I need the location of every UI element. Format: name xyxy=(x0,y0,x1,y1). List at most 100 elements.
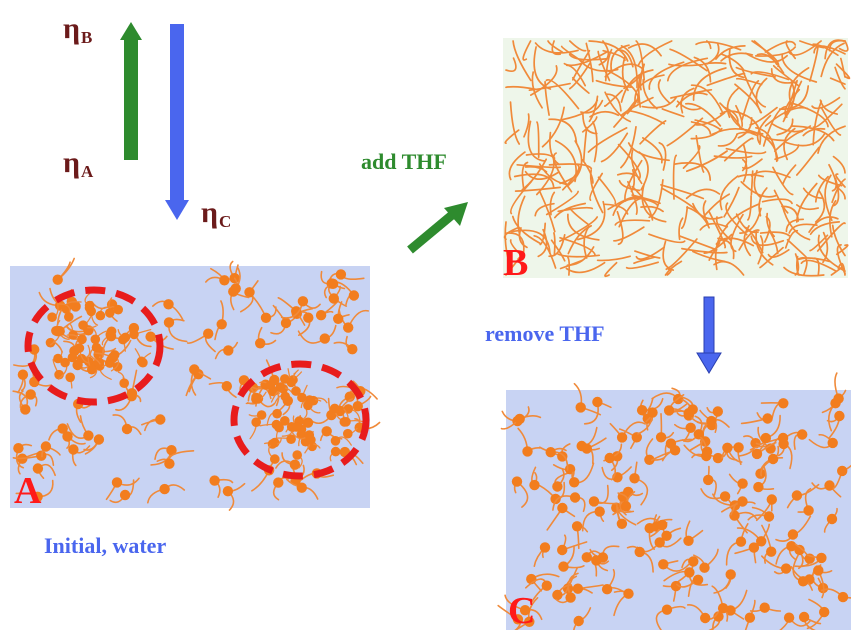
polymer-bead xyxy=(13,443,24,454)
network-strand xyxy=(812,100,823,146)
network-strand xyxy=(816,222,846,252)
polymer-bead xyxy=(280,391,291,402)
network-strand xyxy=(740,181,777,198)
panel-a-letter: A xyxy=(14,470,42,512)
network-strand xyxy=(534,42,579,54)
polymer-bead xyxy=(333,313,344,324)
network-strand xyxy=(730,213,744,253)
polymer-bead xyxy=(634,546,645,558)
polymer-bead xyxy=(737,496,748,507)
polymer-bead xyxy=(291,386,301,396)
network-strand xyxy=(772,166,794,196)
polymer-bead xyxy=(636,405,648,416)
polymer-bead xyxy=(305,396,316,406)
polymer-bead xyxy=(17,369,29,380)
network-strand xyxy=(759,246,784,269)
network-strand xyxy=(828,163,837,192)
network-strand xyxy=(795,146,820,176)
polymer-bead xyxy=(216,319,227,330)
network-strand xyxy=(800,259,838,273)
polymer-bead xyxy=(703,474,714,486)
network-strand xyxy=(512,40,532,82)
polymer-bead xyxy=(251,394,261,404)
polymer-bead xyxy=(163,299,174,310)
network-strand xyxy=(767,248,790,258)
polymer-bead xyxy=(255,338,266,349)
network-strand xyxy=(565,261,606,274)
polymer-bead xyxy=(735,536,747,547)
network-strand xyxy=(690,84,723,113)
network-strand xyxy=(627,43,662,57)
network-strand xyxy=(781,205,800,222)
network-strand xyxy=(664,260,683,276)
network-strand xyxy=(604,261,618,278)
polymer-bead xyxy=(581,552,592,563)
polymer-bead xyxy=(798,611,810,623)
polymer-bead xyxy=(166,445,177,456)
polymer-bead xyxy=(32,463,44,474)
polymer-bead xyxy=(657,519,668,531)
network-strand xyxy=(693,56,712,83)
polymer-bead xyxy=(545,447,556,458)
polymer-bead xyxy=(291,306,302,317)
network-strand xyxy=(742,158,763,170)
polymer-bead xyxy=(787,529,799,540)
polymer-bead xyxy=(684,567,695,578)
network-strand xyxy=(795,204,820,211)
network-strand xyxy=(521,161,529,189)
polymer-bead xyxy=(733,442,744,453)
network-strand xyxy=(706,42,720,65)
polymer-bead xyxy=(29,344,40,355)
network-strand xyxy=(549,131,560,166)
network-strand xyxy=(761,198,793,205)
polymer-bead xyxy=(126,388,138,399)
network-strand xyxy=(737,173,764,178)
network-strand xyxy=(638,151,649,191)
network-strand xyxy=(695,135,705,173)
polymer-bead xyxy=(588,496,600,507)
network-strand xyxy=(755,230,774,266)
polymer-bead xyxy=(343,428,353,439)
network-strand xyxy=(717,133,738,147)
polymer-bead xyxy=(569,477,580,488)
eta-b-label: ηB xyxy=(63,12,93,48)
network-strand xyxy=(603,89,623,108)
network-strand xyxy=(684,102,722,127)
polymer-bead xyxy=(824,480,835,491)
network-strand xyxy=(695,41,742,51)
network-strand xyxy=(641,137,663,164)
cluster-outline xyxy=(24,286,164,406)
network-strand xyxy=(699,222,728,231)
network-strand xyxy=(839,57,846,78)
network-strand xyxy=(676,100,702,111)
network-strand xyxy=(567,256,571,276)
network-strand xyxy=(620,125,637,169)
polymer-bead xyxy=(725,569,736,580)
polymer-bead xyxy=(265,380,276,391)
polymer-bead xyxy=(296,482,307,493)
network-strand xyxy=(831,178,846,204)
polymer-bead xyxy=(623,588,634,599)
network-strand xyxy=(757,235,764,265)
polymer-bead xyxy=(256,410,267,420)
polymer-bead xyxy=(32,491,43,502)
polymer-bead xyxy=(766,546,777,557)
network-strand xyxy=(808,216,839,233)
network-strand xyxy=(666,117,704,147)
network-strand xyxy=(814,175,829,203)
polymer-bead xyxy=(557,544,568,556)
network-strand xyxy=(809,221,841,236)
polymer-bead xyxy=(52,326,63,337)
polymer-bead xyxy=(685,422,696,433)
network-strand xyxy=(641,96,677,109)
network-strand xyxy=(533,234,557,269)
network-strand xyxy=(641,182,667,223)
polymer-bead xyxy=(74,343,85,353)
network-strand xyxy=(524,170,560,181)
network-strand xyxy=(829,77,846,85)
network-strand xyxy=(690,121,712,135)
network-strand xyxy=(585,42,594,83)
panel-a-caption: Initial, water xyxy=(44,533,167,558)
polymer-bead xyxy=(564,464,576,475)
network-strand xyxy=(639,120,667,145)
